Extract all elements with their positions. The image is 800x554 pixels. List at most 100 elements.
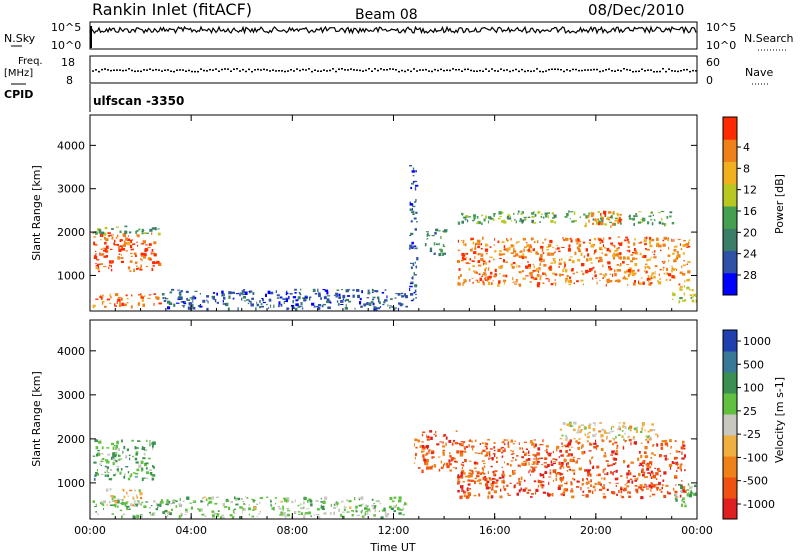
freq-point	[353, 69, 355, 71]
echo-cell	[271, 507, 275, 510]
echo-cell	[351, 514, 354, 517]
echo-cell	[473, 216, 476, 220]
echo-cell	[668, 463, 673, 467]
echo-cell	[523, 256, 527, 259]
echo-cell	[543, 264, 547, 267]
echo-cell	[149, 258, 152, 261]
echo-cell	[415, 297, 417, 299]
echo-cell	[675, 470, 678, 472]
echo-cell	[134, 489, 136, 492]
echo-cell	[294, 510, 297, 513]
echo-cell	[641, 255, 644, 258]
echo-cell	[233, 508, 236, 510]
echo-cell	[494, 251, 497, 253]
echo-cell	[346, 511, 350, 513]
echo-cell	[270, 500, 272, 503]
freq-point	[233, 68, 235, 70]
echo-cell	[568, 244, 571, 248]
echo-cell	[241, 297, 243, 301]
echo-cell	[616, 264, 620, 266]
echo-cell	[133, 472, 136, 474]
echo-cell	[635, 488, 639, 492]
echo-cell	[614, 477, 618, 481]
echo-cell	[652, 472, 654, 475]
echo-cell	[567, 248, 571, 252]
echo-cell	[654, 467, 656, 469]
echo-cell	[426, 436, 430, 438]
freq-point	[281, 70, 283, 72]
echo-cell	[612, 256, 615, 260]
echo-cell	[644, 263, 648, 265]
echo-cell	[373, 306, 376, 309]
echo-cell	[146, 477, 149, 479]
echo-cell	[223, 296, 226, 300]
echo-cell	[162, 297, 164, 300]
echo-cell	[510, 220, 513, 222]
echo-cell	[227, 307, 230, 311]
echo-cell	[664, 223, 667, 226]
echo-cell	[426, 466, 430, 470]
echo-cell	[185, 508, 188, 512]
echo-cell	[110, 248, 113, 250]
echo-cell	[655, 433, 658, 436]
echo-cell	[550, 262, 554, 264]
echo-cell	[514, 218, 516, 221]
echo-cell	[647, 258, 651, 261]
freq-panel: Freq. [MHz] 18 8 60 0 Nave	[4, 55, 773, 87]
echo-cell	[500, 220, 504, 223]
echo-cell	[499, 257, 502, 259]
x-tick-label: 04:00	[175, 524, 207, 537]
echo-cell	[523, 441, 527, 443]
echo-cell	[512, 261, 516, 265]
echo-cell	[510, 449, 512, 452]
echo-cell	[187, 306, 191, 310]
echo-cell	[562, 476, 565, 480]
echo-cell	[568, 423, 572, 427]
echo-cell	[111, 513, 115, 515]
echo-cell	[573, 472, 576, 475]
echo-cell	[600, 447, 604, 451]
echo-cell	[506, 238, 508, 241]
echo-cell	[446, 465, 450, 469]
echo-cell	[116, 500, 120, 504]
echo-cell	[566, 455, 570, 457]
echo-cell	[538, 270, 540, 273]
echo-cell	[413, 217, 417, 220]
echo-cell	[371, 298, 375, 301]
echo-cell	[656, 245, 658, 247]
echo-cell	[389, 306, 391, 309]
freq-point	[587, 69, 589, 71]
freq-point	[362, 70, 364, 72]
echo-cell	[524, 218, 526, 222]
echo-cell	[327, 295, 331, 297]
echo-cell	[109, 302, 112, 304]
freq-point	[500, 68, 502, 70]
echo-cell	[402, 507, 404, 511]
echo-cell	[326, 298, 330, 301]
echo-cell	[99, 296, 102, 299]
echo-cell	[129, 270, 132, 272]
echo-cell	[632, 282, 636, 286]
echo-cell	[198, 508, 201, 512]
echo-cell	[493, 449, 496, 452]
echo-cell	[616, 444, 619, 448]
echo-cell	[603, 247, 606, 249]
echo-cell	[590, 479, 592, 483]
echo-cell	[442, 245, 446, 247]
echo-cell	[231, 516, 235, 519]
echo-cell	[601, 428, 605, 431]
echo-cell	[316, 508, 320, 511]
echo-cell	[235, 293, 240, 295]
freq-point	[113, 69, 115, 71]
echo-cell	[576, 280, 579, 283]
echo-cell	[481, 214, 484, 217]
echo-cell	[635, 426, 638, 430]
echo-cell	[176, 302, 180, 304]
echo-cell	[520, 250, 523, 253]
echo-cell	[103, 265, 107, 268]
echo-cell	[96, 469, 98, 472]
echo-cell	[136, 241, 138, 243]
echo-cell	[498, 211, 502, 215]
echo-cell	[554, 221, 557, 224]
